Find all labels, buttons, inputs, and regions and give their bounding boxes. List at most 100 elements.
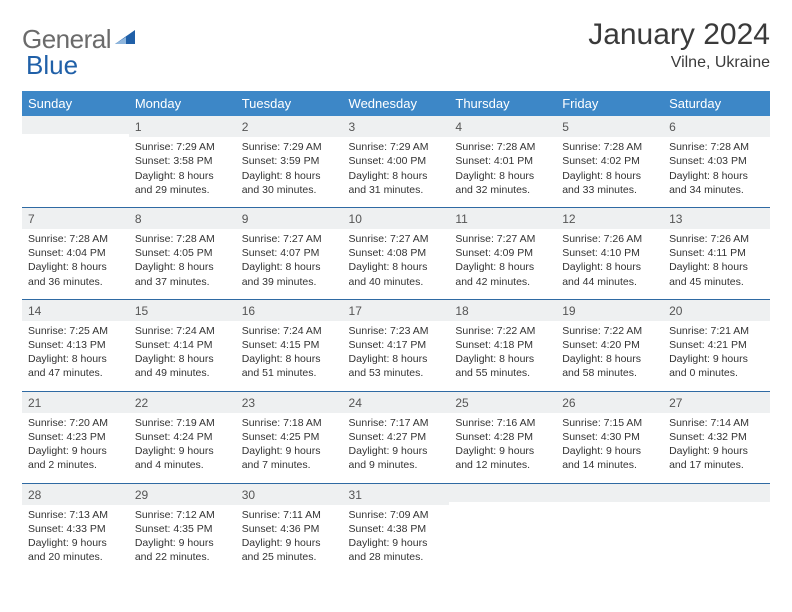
sunrise-line: Sunrise: 7:23 AM [349,324,444,338]
sunrise-line: Sunrise: 7:28 AM [135,232,230,246]
sunset-line: Sunset: 4:36 PM [242,522,337,536]
sunset-line: Sunset: 4:30 PM [562,430,657,444]
daylight-line: Daylight: 9 hours and 0 minutes. [669,352,764,380]
sunset-line: Sunset: 4:03 PM [669,154,764,168]
page-title: January 2024 [588,18,770,52]
day-content: Sunrise: 7:28 AMSunset: 4:02 PMDaylight:… [556,137,663,207]
weekday-header: Wednesday [343,91,450,116]
sunrise-line: Sunrise: 7:17 AM [349,416,444,430]
daylight-line: Daylight: 8 hours and 49 minutes. [135,352,230,380]
calendar-day-cell: 20Sunrise: 7:21 AMSunset: 4:21 PMDayligh… [663,299,770,391]
daylight-line: Daylight: 9 hours and 14 minutes. [562,444,657,472]
sunset-line: Sunset: 4:35 PM [135,522,230,536]
sunrise-line: Sunrise: 7:19 AM [135,416,230,430]
sunrise-line: Sunrise: 7:26 AM [669,232,764,246]
calendar-day-cell: 15Sunrise: 7:24 AMSunset: 4:14 PMDayligh… [129,299,236,391]
sunrise-line: Sunrise: 7:15 AM [562,416,657,430]
calendar-day-cell [556,483,663,574]
calendar-day-cell: 25Sunrise: 7:16 AMSunset: 4:28 PMDayligh… [449,391,556,483]
daylight-line: Daylight: 9 hours and 20 minutes. [28,536,123,564]
sunrise-line: Sunrise: 7:21 AM [669,324,764,338]
day-number: 5 [556,116,663,137]
calendar-week-row: 14Sunrise: 7:25 AMSunset: 4:13 PMDayligh… [22,299,770,391]
daylight-line: Daylight: 8 hours and 51 minutes. [242,352,337,380]
sunrise-line: Sunrise: 7:25 AM [28,324,123,338]
daylight-line: Daylight: 9 hours and 2 minutes. [28,444,123,472]
day-number: 11 [449,208,556,229]
sunrise-line: Sunrise: 7:27 AM [242,232,337,246]
weekday-header: Sunday [22,91,129,116]
daylight-line: Daylight: 9 hours and 25 minutes. [242,536,337,564]
calendar-day-cell: 16Sunrise: 7:24 AMSunset: 4:15 PMDayligh… [236,299,343,391]
calendar-day-cell: 13Sunrise: 7:26 AMSunset: 4:11 PMDayligh… [663,207,770,299]
daylight-line: Daylight: 8 hours and 33 minutes. [562,169,657,197]
day-number: 30 [236,484,343,505]
day-number [22,116,129,134]
location-label: Vilne, Ukraine [588,54,770,72]
calendar-day-cell: 21Sunrise: 7:20 AMSunset: 4:23 PMDayligh… [22,391,129,483]
sunset-line: Sunset: 4:02 PM [562,154,657,168]
sunset-line: Sunset: 4:33 PM [28,522,123,536]
day-number [449,484,556,502]
weekday-header: Friday [556,91,663,116]
sunrise-line: Sunrise: 7:26 AM [562,232,657,246]
sunset-line: Sunset: 4:25 PM [242,430,337,444]
daylight-line: Daylight: 8 hours and 42 minutes. [455,260,550,288]
day-number: 22 [129,392,236,413]
daylight-line: Daylight: 8 hours and 55 minutes. [455,352,550,380]
sunset-line: Sunset: 4:20 PM [562,338,657,352]
day-number: 25 [449,392,556,413]
title-block: January 2024 Vilne, Ukraine [588,18,770,72]
daylight-line: Daylight: 8 hours and 44 minutes. [562,260,657,288]
day-content: Sunrise: 7:12 AMSunset: 4:35 PMDaylight:… [129,505,236,575]
calendar-day-cell: 28Sunrise: 7:13 AMSunset: 4:33 PMDayligh… [22,483,129,574]
sunrise-line: Sunrise: 7:16 AM [455,416,550,430]
sunrise-line: Sunrise: 7:20 AM [28,416,123,430]
sunset-line: Sunset: 3:59 PM [242,154,337,168]
sunrise-line: Sunrise: 7:27 AM [455,232,550,246]
daylight-line: Daylight: 9 hours and 7 minutes. [242,444,337,472]
day-number: 29 [129,484,236,505]
sunset-line: Sunset: 4:05 PM [135,246,230,260]
sunrise-line: Sunrise: 7:12 AM [135,508,230,522]
day-number: 27 [663,392,770,413]
sunset-line: Sunset: 4:15 PM [242,338,337,352]
calendar-day-cell: 11 Sunrise: 7:27 AMSunset: 4:09 PMDayligh… [449,207,556,299]
daylight-line: Daylight: 9 hours and 12 minutes. [455,444,550,472]
day-number: 13 [663,208,770,229]
day-content: Sunrise: 7:21 AMSunset: 4:21 PMDaylight:… [663,321,770,391]
sunset-line: Sunset: 4:38 PM [349,522,444,536]
day-content: Sunrise: 7:28 AMSunset: 4:01 PMDaylight:… [449,137,556,207]
calendar-day-cell: 2Sunrise: 7:29 AMSunset: 3:59 PMDaylight… [236,116,343,207]
calendar-day-cell [22,116,129,207]
calendar-day-cell: 12Sunrise: 7:26 AMSunset: 4:10 PMDayligh… [556,207,663,299]
sunrise-line: Sunrise: 7:24 AM [135,324,230,338]
calendar-day-cell: 22Sunrise: 7:19 AMSunset: 4:24 PMDayligh… [129,391,236,483]
sunset-line: Sunset: 4:09 PM [455,246,550,260]
sunset-line: Sunset: 4:00 PM [349,154,444,168]
daylight-line: Daylight: 8 hours and 40 minutes. [349,260,444,288]
day-content: Sunrise: 7:24 AMSunset: 4:14 PMDaylight:… [129,321,236,391]
day-number: 16 [236,300,343,321]
sunset-line: Sunset: 4:10 PM [562,246,657,260]
day-content: Sunrise: 7:29 AMSunset: 3:58 PMDaylight:… [129,137,236,207]
calendar-day-cell: 30Sunrise: 7:11 AMSunset: 4:36 PMDayligh… [236,483,343,574]
day-content: Sunrise: 7:23 AMSunset: 4:17 PMDaylight:… [343,321,450,391]
sunset-line: Sunset: 4:21 PM [669,338,764,352]
day-content [449,502,556,564]
day-number: 9 [236,208,343,229]
calendar-day-cell: 14Sunrise: 7:25 AMSunset: 4:13 PMDayligh… [22,299,129,391]
sunrise-line: Sunrise: 7:27 AM [349,232,444,246]
day-number: 4 [449,116,556,137]
day-number: 2 [236,116,343,137]
sunrise-line: Sunrise: 7:14 AM [669,416,764,430]
daylight-line: Daylight: 9 hours and 9 minutes. [349,444,444,472]
calendar-week-row: 1Sunrise: 7:29 AMSunset: 3:58 PMDaylight… [22,116,770,207]
day-number: 18 [449,300,556,321]
sunrise-line: Sunrise: 7:22 AM [562,324,657,338]
daylight-line: Daylight: 8 hours and 39 minutes. [242,260,337,288]
day-number: 31 [343,484,450,505]
calendar-day-cell: 27Sunrise: 7:14 AMSunset: 4:32 PMDayligh… [663,391,770,483]
sunset-line: Sunset: 4:23 PM [28,430,123,444]
day-content [556,502,663,564]
